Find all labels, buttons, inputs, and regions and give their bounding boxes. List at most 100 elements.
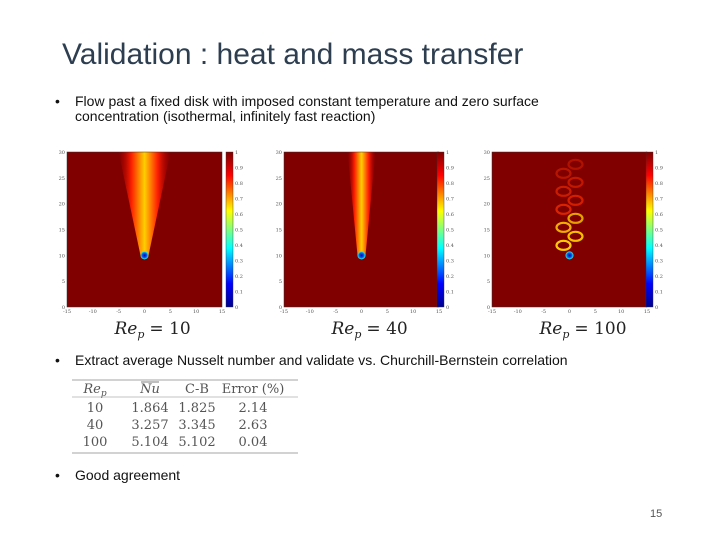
label-main: Re <box>539 319 563 339</box>
bullet-text: Flow past a fixed disk with imposed cons… <box>75 93 539 124</box>
plume <box>347 152 376 256</box>
colorbar-label: 0.4 <box>235 243 243 249</box>
colorbar-label: 0.8 <box>446 181 454 187</box>
colorbar <box>225 151 234 308</box>
colorbar-label: 0.4 <box>446 243 454 249</box>
table-header: Rep <box>82 382 106 399</box>
x-tick-label: 15 <box>219 309 225 315</box>
colorbar-label: 0.1 <box>235 290 243 296</box>
colorbar-label: 0.2 <box>446 274 454 280</box>
colorbar-label: 0.3 <box>446 259 454 265</box>
x-tick-label: -15 <box>488 309 496 315</box>
y-tick-label: 10 <box>276 253 282 259</box>
y-tick-label: 10 <box>59 253 65 259</box>
bullet: • Flow past a fixed disk with imposed con… <box>55 94 615 124</box>
colorbar-label: 0.9 <box>655 166 663 172</box>
y-tick-label: 0 <box>487 305 490 311</box>
plot-frame <box>66 151 223 308</box>
x-tick-label: -10 <box>306 309 314 315</box>
table-header: Nu <box>139 382 160 397</box>
colorbar-label: 0.5 <box>655 228 663 234</box>
disk <box>357 251 366 260</box>
page-number: 15 <box>650 508 663 520</box>
colorbar-label: 0.7 <box>235 197 243 203</box>
header-text: Re <box>82 382 101 397</box>
figures: -15 -10 -5 0 5 10 1505101520253000.10.20.30.40… <box>59 150 663 341</box>
header-text: C-B <box>185 382 209 397</box>
colorbar <box>645 151 654 308</box>
table-cell: 1.825 <box>178 401 215 416</box>
x-tick-label: 10 <box>410 309 416 315</box>
colorbar-label: 0.9 <box>446 166 454 172</box>
colorbar-label: 0.3 <box>235 259 243 265</box>
x-tick-label: -5 <box>333 309 338 315</box>
bullet-text: Good agreement <box>75 467 181 483</box>
colorbar-label: 0.7 <box>655 197 663 203</box>
x-tick-label: 0 <box>360 309 363 315</box>
colorbar-label: 0 <box>446 305 449 311</box>
colorbar-label: 0.6 <box>235 212 243 218</box>
x-tick-label: 10 <box>618 309 624 315</box>
y-tick-label: 10 <box>484 253 490 259</box>
colorbar-label: 0.1 <box>446 290 454 296</box>
y-tick-label: 0 <box>279 305 282 311</box>
table-cell: 2.63 <box>239 418 268 433</box>
y-tick-label: 0 <box>62 305 65 311</box>
table-header: Error (%) <box>222 382 285 397</box>
panel-label: Rep = 10 <box>114 319 191 341</box>
label-value: = 100 <box>574 319 626 339</box>
x-tick-label: -15 <box>63 309 71 315</box>
table-cell: 2.14 <box>239 401 268 416</box>
colorbar-label: 0.2 <box>655 274 663 280</box>
y-tick-label: 20 <box>484 202 490 208</box>
panel-label: Rep = 40 <box>331 319 408 341</box>
vortex <box>555 167 572 179</box>
x-tick-label: 5 <box>386 309 389 315</box>
vortex <box>555 221 572 233</box>
x-tick-label: -10 <box>89 309 97 315</box>
bullet: • Extract average Nusselt number and vali… <box>55 353 675 368</box>
label-main: Re <box>331 319 355 339</box>
colorbar-label: 1 <box>235 150 238 156</box>
results-table: Rep Nu C-B Error (%) 10 1.864 1.825 2.14 40 3.257… <box>72 379 298 454</box>
x-tick-label: 15 <box>436 309 442 315</box>
table-cell: 40 <box>87 418 104 433</box>
table-cell: 3.257 <box>131 418 168 433</box>
field-plot: -15 -10 -5 0 5 10 15 0 5 10 15 20 25 30 0 0.1 0.2 0.3 0.4 0… <box>484 150 663 341</box>
colorbar-label: 0 <box>235 305 238 311</box>
y-tick-label: 25 <box>484 176 490 182</box>
colorbar-label: 1 <box>655 150 658 156</box>
x-tick-label: -15 <box>280 309 288 315</box>
slide-title: Validation : heat and mass transfer <box>62 38 524 71</box>
colorbar-label: 0.8 <box>235 181 243 187</box>
colorbar-label: 0.1 <box>655 290 663 296</box>
y-tick-label: 15 <box>59 228 65 234</box>
x-tick-label: 15 <box>644 309 650 315</box>
colorbar-label: 0 <box>655 305 658 311</box>
label-value: = 40 <box>366 319 407 339</box>
panel-label: Rep = 100 <box>539 319 627 341</box>
label-sub: p <box>137 328 144 341</box>
y-tick-label: 15 <box>276 228 282 234</box>
header-sub: p <box>101 389 107 399</box>
vortex <box>567 158 584 170</box>
x-tick-label: -5 <box>116 309 121 315</box>
vortex <box>555 203 572 215</box>
colorbar-label: 0.2 <box>235 274 243 280</box>
y-tick-label: 25 <box>59 176 65 182</box>
colorbar-label: 1 <box>446 150 449 156</box>
table-cell: 5.102 <box>178 435 215 450</box>
vortex <box>567 194 584 206</box>
plume <box>118 152 171 256</box>
y-tick-label: 5 <box>279 279 282 285</box>
x-tick-label: -5 <box>541 309 546 315</box>
colorbar-label: 0.5 <box>235 228 243 234</box>
label-sub: p <box>562 328 569 341</box>
x-tick-label: 0 <box>143 309 146 315</box>
colorbar <box>436 151 445 308</box>
colorbar-label: 0.6 <box>655 212 663 218</box>
colorbar-label: 0.5 <box>446 228 454 234</box>
y-tick-label: 30 <box>276 150 282 156</box>
bullet-text: Extract average Nusselt number and valid… <box>75 352 568 368</box>
x-tick-label: -10 <box>514 309 522 315</box>
